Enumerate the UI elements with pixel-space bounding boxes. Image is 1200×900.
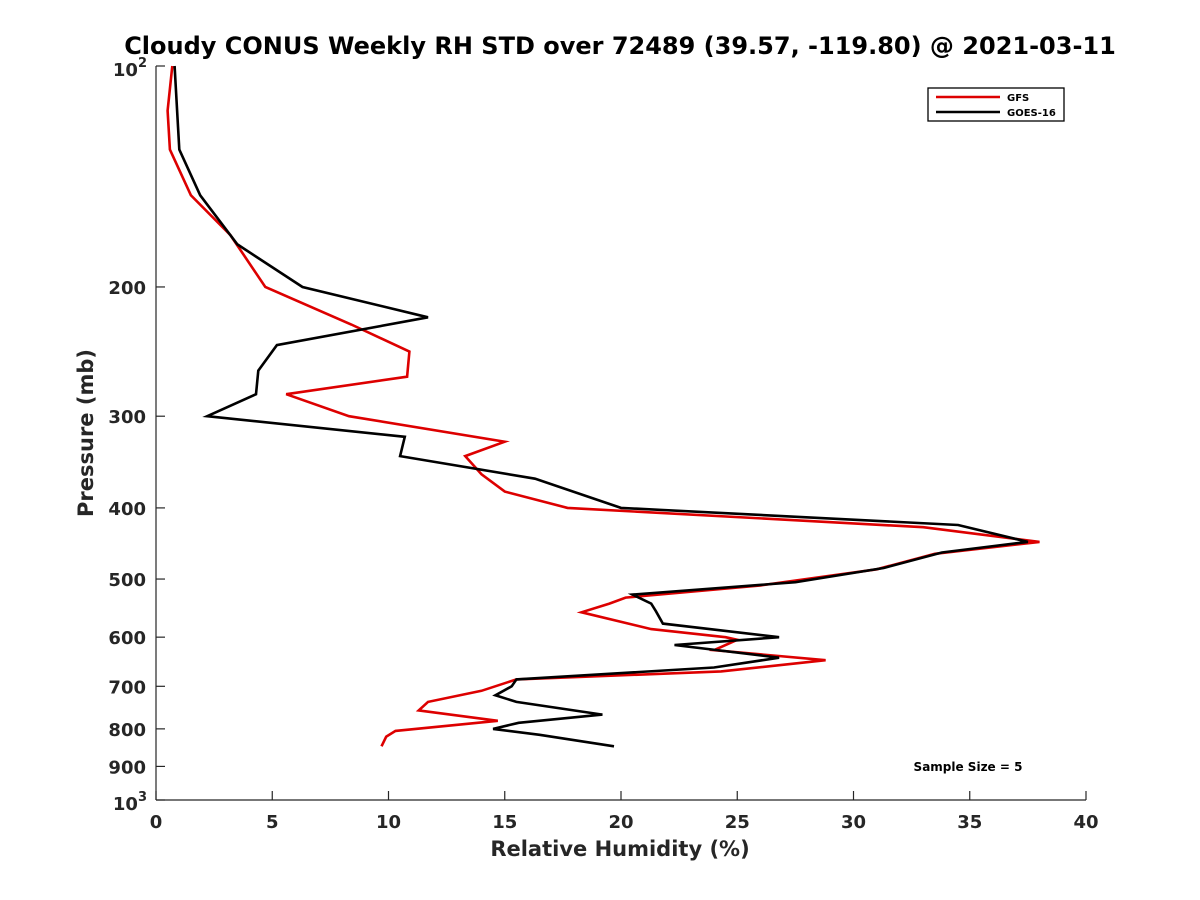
- x-tick-label: 20: [608, 812, 633, 833]
- y-decade-label: 103: [113, 790, 147, 815]
- y-decade-label: 102: [113, 56, 147, 81]
- chart-title: Cloudy CONUS Weekly RH STD over 72489 (3…: [124, 32, 1116, 60]
- legend-label-gfs: GFS: [1007, 93, 1029, 104]
- series-line-goes-16: [173, 65, 1029, 748]
- sample-size-annotation: Sample Size = 5: [914, 760, 1023, 774]
- y-tick-label: 600: [108, 628, 146, 649]
- x-tick-label: 25: [725, 812, 750, 833]
- x-tick-label: 30: [841, 812, 866, 833]
- x-axis-label: Relative Humidity (%): [490, 837, 749, 861]
- x-tick-label: 35: [957, 812, 982, 833]
- y-tick-label: 400: [108, 499, 146, 520]
- y-tick-label: 500: [108, 570, 146, 591]
- x-tick-label: 5: [266, 812, 279, 833]
- y-tick-label: 300: [108, 407, 146, 428]
- y-axis-label: Pressure (mb): [74, 349, 98, 517]
- legend-label-goes-16: GOES-16: [1007, 108, 1056, 119]
- x-tick-label: 15: [492, 812, 517, 833]
- y-tick-label: 900: [108, 757, 146, 778]
- plot-area: 0 5 10 15 20 25 30 35 40 200 300 400 500 600 700 800 900…: [108, 56, 1098, 833]
- y-tick-label: 700: [108, 677, 146, 698]
- y-tick-label: 800: [108, 720, 146, 741]
- series-line-gfs: [166, 65, 1040, 747]
- x-tick-label: 10: [376, 812, 401, 833]
- y-tick-label: 200: [108, 278, 146, 299]
- x-tick-label: 40: [1073, 812, 1098, 833]
- x-tick-label: 0: [150, 812, 163, 833]
- legend-box: [927, 87, 1065, 122]
